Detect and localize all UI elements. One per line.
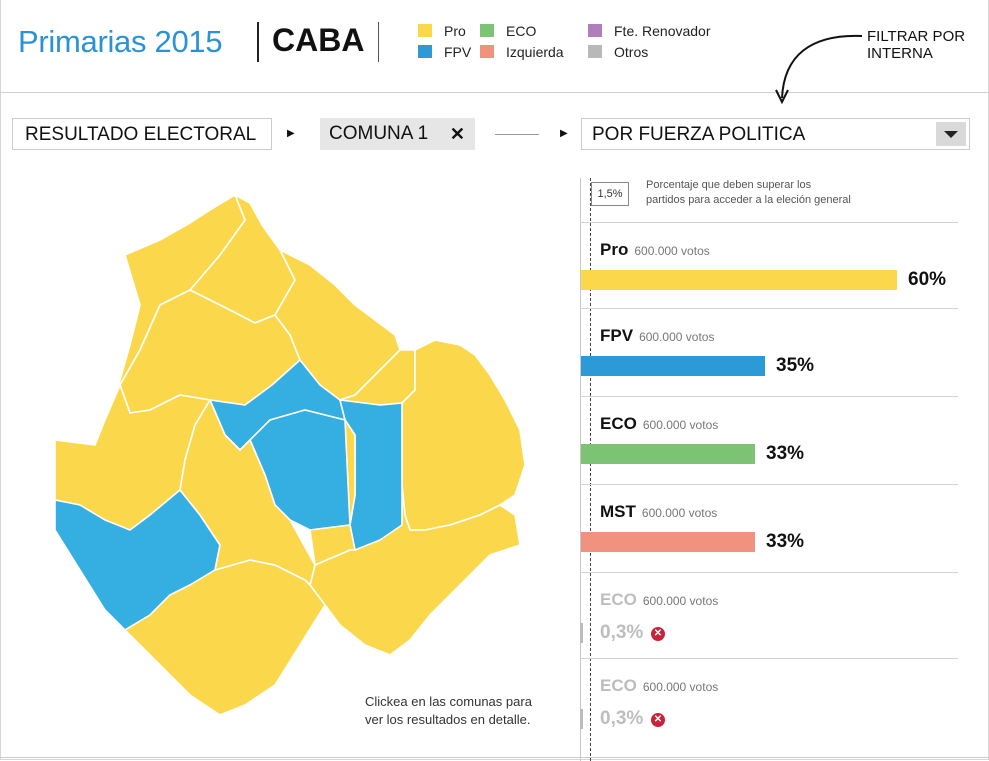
row-divider [580,572,958,573]
map-hint-line: ver los resultados en detalle. [365,712,531,727]
threshold-description: Porcentaje que deben superar los partido… [646,178,886,208]
comuna-3[interactable] [309,419,356,566]
party-name: ECO 600.000 votos [600,590,718,610]
party-name: MST 600.000 votos [600,502,717,522]
filter-note[interactable]: FILTRAR POR INTERNA [867,28,977,62]
legend-swatch [588,24,602,37]
fuerza-dropdown[interactable]: POR FUERZA POLITICA [581,118,970,150]
comuna-filter-label: COMUNA 1 [329,123,429,144]
threshold-text-line: Porcentaje que deben superar los [646,179,812,191]
result-percentage: 35% [776,355,815,376]
legend-swatch [588,45,602,58]
result-bar [580,623,583,643]
party-votes: 600.000 votos [642,594,719,608]
row-divider [580,658,958,659]
row-divider [580,222,958,223]
close-icon[interactable]: ✕ [449,124,465,144]
excluded-icon: ✕ [651,713,665,727]
legend-label: Izquierda [506,44,564,60]
row-divider [580,396,958,397]
result-percentage: 60% [908,269,947,290]
row-divider [580,308,958,309]
legend-label: Otros [614,44,649,60]
party-result-row[interactable]: ECO 600.000 votos 0,3% ✕ [580,676,958,756]
resultado-selector[interactable]: RESULTADO ELECTORAL [12,118,272,150]
party-votes: 600.000 votos [642,418,719,432]
result-bar [581,356,765,376]
result-bar [581,270,897,290]
party-votes: 600.000 votos [641,506,718,520]
party-name-text: ECO [600,676,637,695]
comuna-filter-chip[interactable]: COMUNA 1 ✕ [320,118,475,150]
region-title: CABA [272,22,365,58]
legend-item: FPV [418,45,471,59]
fuerza-dropdown-label: POR FUERZA POLITICA [592,124,806,145]
party-result-row[interactable]: ECO 600.000 votos 0,3% ✕ [580,590,958,670]
chart-axis [580,178,581,761]
filter-note-line: FILTRAR POR [867,28,966,45]
result-bar [581,444,755,464]
results-chart: 1,5% Porcentaje que deben superar los pa… [580,178,960,761]
party-result-row[interactable]: ECO 600.000 votos 33% [580,414,958,494]
comuna-1[interactable] [401,339,526,531]
result-bar [581,532,755,552]
curved-arrow-icon [775,34,863,105]
party-votes: 600.000 votos [642,680,719,694]
chevron-right-icon: ▶ [560,128,568,139]
party-name-text: ECO [600,414,637,433]
legend-swatch [480,45,494,58]
party-result-row[interactable]: Pro 600.000 votos 60% [580,240,958,320]
party-name-text: Pro [600,240,629,259]
legend-item: Izquierda [480,45,564,59]
party-name: ECO 600.000 votos [600,676,718,696]
party-name-text: FPV [600,326,634,345]
legend-swatch [418,45,432,58]
filter-note-line: INTERNA [867,45,933,62]
row-divider [580,484,958,485]
party-name-text: ECO [600,590,637,609]
party-votes: 600.000 votos [639,330,715,344]
legend-label: FPV [444,44,472,60]
legend-item: Otros [588,45,648,59]
legend-label: Fte. Renovador [614,23,711,39]
threshold-text-line: partidos para acceder a la eleción gener… [646,194,851,206]
party-name-text: MST [600,502,636,521]
comuna-7[interactable] [179,399,316,586]
result-percentage: 0,3% [600,708,644,729]
chevron-right-icon: ▶ [287,128,295,139]
result-percentage: 33% [766,443,805,464]
party-result-row[interactable]: MST 600.000 votos 33% [580,502,958,582]
map-hint-line: Clickea en las comunas para [365,694,532,709]
party-result-row[interactable]: FPV 600.000 votos 35% [580,326,958,406]
excluded-icon: ✕ [651,627,665,641]
legend-swatch [480,24,494,37]
legend-item: Pro [418,24,466,38]
threshold-line [590,178,591,761]
legend-label: Pro [444,23,466,39]
connector-line [495,134,539,135]
result-percentage: 33% [766,531,805,552]
header: Primarias 2015 CABA Pro FPV ECO Izquierd… [0,0,989,105]
comunas-map [54,194,526,716]
chevron-down-icon[interactable] [936,122,966,146]
party-votes: 600.000 votos [634,244,710,258]
legend-swatch [418,24,432,37]
legend: Pro FPV ECO Izquierda Fte. Renovador Otr… [418,24,738,64]
map-hint: Clickea en las comunas para ver los resu… [365,693,555,729]
legend-label: ECO [506,23,537,39]
legend-item: ECO [480,24,536,38]
party-name: FPV 600.000 votos [600,326,714,346]
header-divider [257,22,259,62]
result-percentage: 0,3% [600,622,644,643]
bottom-divider [0,757,989,758]
party-name: ECO 600.000 votos [600,414,718,434]
party-name: Pro 600.000 votos [600,240,710,260]
threshold-badge: 1,5% [591,182,629,206]
result-bar [580,709,583,729]
legend-item: Fte. Renovador [588,24,711,38]
brand-title: Primarias 2015 [18,24,223,59]
header-divider [378,22,379,62]
